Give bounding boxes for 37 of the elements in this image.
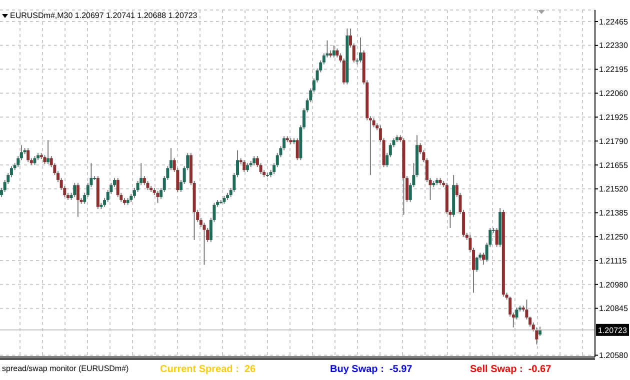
y-tick-label: 1.22195 bbox=[599, 65, 628, 74]
candlestick bbox=[495, 227, 498, 248]
candlestick bbox=[242, 160, 246, 172]
y-tick-label: 1.22330 bbox=[599, 41, 628, 50]
candlestick bbox=[26, 148, 30, 163]
y-tick-label: 1.21520 bbox=[599, 184, 628, 194]
y-tick-label: 1.20580 bbox=[599, 351, 628, 360]
y-tick-label: 1.21250 bbox=[599, 232, 628, 242]
text: Buy Swap : -5.97 bbox=[330, 364, 412, 375]
y-tick-label: 1.20845 bbox=[599, 304, 628, 314]
text: Current Spread : 26 bbox=[160, 364, 256, 375]
candlestick bbox=[482, 252, 485, 266]
y-tick-label: 1.21925 bbox=[599, 112, 628, 122]
y-tick-label: 1.21655 bbox=[599, 160, 628, 170]
candlestick bbox=[202, 222, 206, 266]
y-tick-label: 1.21115 bbox=[599, 256, 628, 266]
chart-title: EURUSDm#,M30 1.20697 1.20741 1.20688 1.20723 bbox=[10, 11, 198, 20]
y-tick-label: 1.22465 bbox=[599, 17, 628, 26]
candlestick bbox=[156, 190, 160, 204]
candlestick bbox=[475, 256, 478, 272]
candlestick bbox=[73, 182, 76, 198]
text: Sell Swap : -0.67 bbox=[470, 364, 552, 375]
candlestick bbox=[142, 176, 146, 186]
y-tick-label: 1.21790 bbox=[599, 136, 628, 146]
y-tick-label: 1.20980 bbox=[599, 280, 628, 290]
text: spread/swap monitor (EURUSDm#) bbox=[2, 364, 129, 373]
candlestick bbox=[252, 156, 256, 166]
y-tick-label: 1.22060 bbox=[599, 89, 628, 98]
candlestick bbox=[33, 156, 36, 166]
candlestick bbox=[76, 182, 80, 218]
candlestick bbox=[332, 44, 336, 58]
candlestick bbox=[358, 36, 362, 63]
y-tick-label: 1.21385 bbox=[599, 208, 628, 218]
candlestick bbox=[535, 326, 538, 345]
ref-line-label: 1.20723 bbox=[598, 326, 628, 335]
candlestick bbox=[46, 140, 50, 165]
candlestick bbox=[296, 138, 299, 161]
